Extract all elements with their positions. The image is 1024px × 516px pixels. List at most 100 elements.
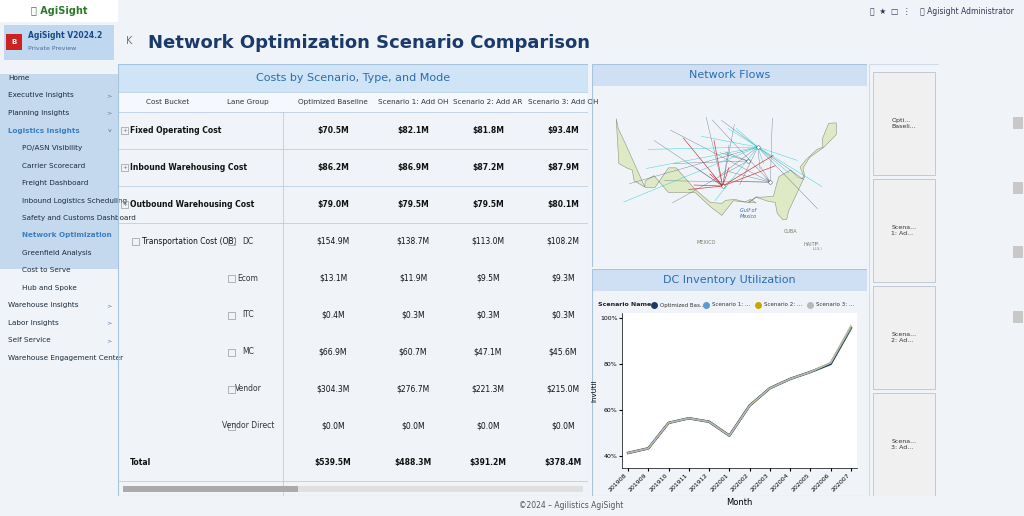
Text: $0.3M: $0.3M: [551, 311, 574, 319]
Text: $276.7M: $276.7M: [396, 384, 430, 393]
Text: $539.5M: $539.5M: [314, 458, 351, 467]
Text: Optimized Bas...: Optimized Bas...: [660, 302, 706, 308]
Bar: [121, 127, 128, 135]
Text: $0.0M: $0.0M: [322, 421, 345, 430]
Text: >: >: [106, 338, 112, 343]
Text: B: B: [11, 39, 16, 45]
Text: ©2024 – Agilistics AgiSight: ©2024 – Agilistics AgiSight: [519, 502, 624, 510]
Text: Total: Total: [130, 458, 152, 467]
X-axis label: Month: Month: [726, 498, 753, 507]
Text: Self Service: Self Service: [8, 337, 51, 344]
Bar: [0, 0, 118, 22]
Text: Network Optimization Scenario Comparison: Network Optimization Scenario Comparison: [148, 34, 590, 52]
Text: $0.0M: $0.0M: [551, 421, 574, 430]
Text: $391.2M: $391.2M: [469, 458, 507, 467]
Text: $81.8M: $81.8M: [472, 126, 504, 135]
Text: $304.3M: $304.3M: [316, 384, 349, 393]
Text: PO/ASN Visibility: PO/ASN Visibility: [22, 145, 82, 151]
Bar: [228, 423, 234, 430]
Text: $488.3M: $488.3M: [394, 458, 432, 467]
Text: Hub and Spoke: Hub and Spoke: [22, 285, 77, 291]
Text: $13.1M: $13.1M: [318, 273, 347, 283]
Text: Inbound Warehousing Cost: Inbound Warehousing Cost: [130, 163, 247, 172]
Bar: [121, 201, 128, 208]
Text: Transportation Cost (OB): Transportation Cost (OB): [142, 237, 237, 246]
Text: Vendor Direct: Vendor Direct: [222, 421, 274, 430]
Bar: [121, 165, 128, 171]
Bar: [132, 238, 139, 245]
Text: $108.2M: $108.2M: [547, 237, 580, 246]
Text: Ecom: Ecom: [238, 273, 258, 283]
Text: $87.2M: $87.2M: [472, 163, 504, 172]
Text: MC: MC: [242, 347, 254, 357]
Bar: [1013, 311, 1023, 323]
Bar: [873, 286, 935, 389]
Text: Greenfield Analysis: Greenfield Analysis: [22, 250, 91, 256]
Text: $0.0M: $0.0M: [476, 421, 500, 430]
Bar: [873, 393, 935, 496]
Bar: [228, 312, 234, 319]
Text: ITC: ITC: [243, 311, 254, 319]
Text: $154.9M: $154.9M: [316, 237, 349, 246]
Bar: [592, 269, 867, 291]
Text: $47.1M: $47.1M: [474, 347, 502, 357]
Text: Scenario 2: ...: Scenario 2: ...: [764, 302, 802, 308]
Text: HAITI: HAITI: [803, 241, 816, 247]
Text: Scena...
1: Ad...: Scena... 1: Ad...: [892, 225, 916, 236]
Text: Scenario 3: Add OH: Scenario 3: Add OH: [527, 99, 598, 105]
Text: Scenario 1: Add OH: Scenario 1: Add OH: [378, 99, 449, 105]
Text: $70.5M: $70.5M: [317, 126, 349, 135]
Text: $9.5M: $9.5M: [476, 273, 500, 283]
Text: $79.5M: $79.5M: [472, 200, 504, 209]
Text: >: >: [106, 110, 112, 116]
Text: $79.0M: $79.0M: [317, 200, 349, 209]
Text: $0.3M: $0.3M: [401, 311, 425, 319]
Bar: [118, 64, 588, 92]
Bar: [592, 64, 867, 86]
Text: >: >: [106, 320, 112, 326]
Text: CUBA: CUBA: [783, 229, 798, 234]
Bar: [873, 179, 935, 282]
Bar: [228, 386, 234, 393]
Text: $87.9M: $87.9M: [547, 163, 579, 172]
Text: $9.3M: $9.3M: [551, 273, 574, 283]
Text: Scenario 1: ...: Scenario 1: ...: [712, 302, 751, 308]
Text: Lane Group: Lane Group: [227, 99, 269, 105]
Text: $0.0M: $0.0M: [401, 421, 425, 430]
Bar: [118, 444, 588, 481]
Text: +: +: [122, 202, 127, 207]
Text: $60.7M: $60.7M: [398, 347, 427, 357]
Text: 🔍  ★  □  ⋮    👤 Agisight Administrator: 🔍 ★ □ ⋮ 👤 Agisight Administrator: [870, 7, 1014, 15]
Text: Logistics Insights: Logistics Insights: [8, 127, 80, 134]
Bar: [228, 275, 234, 282]
Text: $11.9M: $11.9M: [399, 273, 427, 283]
Text: DC: DC: [243, 237, 254, 246]
Text: +: +: [122, 128, 127, 133]
Text: $113.0M: $113.0M: [471, 237, 505, 246]
Text: Inbound Logistics Scheduling: Inbound Logistics Scheduling: [22, 198, 127, 203]
Text: Scena...
2: Ad...: Scena... 2: Ad...: [892, 332, 916, 343]
Text: Safety and Customs Dashboard: Safety and Customs Dashboard: [22, 215, 136, 221]
Text: AgiSight V2024.2: AgiSight V2024.2: [28, 30, 102, 40]
Text: +: +: [122, 165, 127, 170]
Text: Scenario Name: Scenario Name: [598, 302, 651, 308]
Text: 🌿 AgiSight: 🌿 AgiSight: [31, 6, 87, 16]
Text: Scenario 2: Add AR: Scenario 2: Add AR: [454, 99, 522, 105]
Text: Home: Home: [8, 75, 30, 81]
Text: Outbound Warehousing Cost: Outbound Warehousing Cost: [130, 200, 254, 209]
Text: $86.2M: $86.2M: [317, 163, 349, 172]
Text: PR
(U.S.): PR (U.S.): [812, 243, 822, 251]
Text: >: >: [106, 303, 112, 308]
Text: MEXICO: MEXICO: [697, 239, 717, 245]
Text: Warehouse Insights: Warehouse Insights: [8, 302, 79, 309]
Bar: [6, 34, 22, 50]
Text: Costs by Scenario, Type, and Mode: Costs by Scenario, Type, and Mode: [256, 73, 451, 83]
Text: Private Preview: Private Preview: [28, 45, 76, 51]
Bar: [123, 486, 298, 492]
Bar: [228, 238, 234, 245]
Text: K: K: [126, 36, 132, 46]
Text: Cost to Serve: Cost to Serve: [22, 267, 71, 273]
Bar: [118, 92, 588, 112]
Text: Warehouse Engagement Center: Warehouse Engagement Center: [8, 355, 123, 361]
Text: Optimized Baseline: Optimized Baseline: [298, 99, 368, 105]
